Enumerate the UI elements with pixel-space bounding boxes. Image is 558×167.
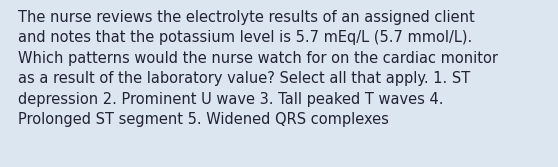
Text: The nurse reviews the electrolyte results of an assigned client
and notes that t: The nurse reviews the electrolyte result… [18,10,498,127]
